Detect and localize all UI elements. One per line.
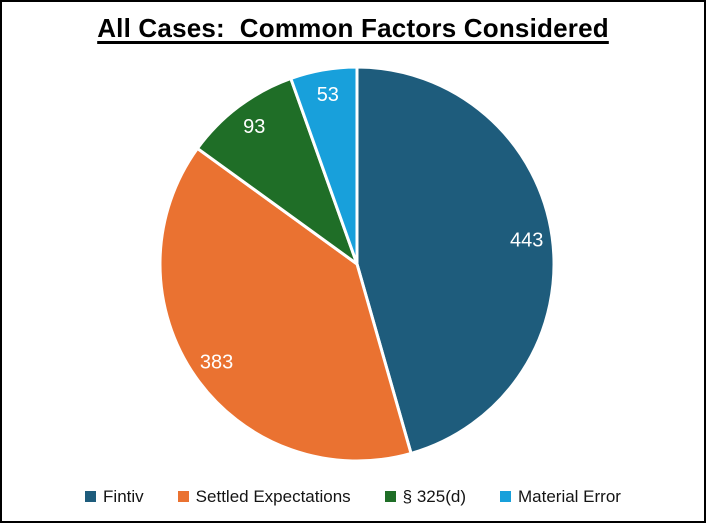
chart-title: All Cases: Common Factors Considered	[97, 13, 609, 43]
legend-label-325d: § 325(d)	[402, 487, 466, 506]
pie-value-label-fintiv: 443	[510, 229, 543, 251]
legend-label-settled-expectations: Settled Expectations	[195, 487, 351, 506]
legend-item-settled-expectations: Settled Expectations	[177, 487, 351, 506]
pie-value-label-material-error: 53	[317, 84, 339, 106]
pie-slice-settled-expectations	[158, 146, 413, 463]
legend-swatch-325d	[384, 491, 396, 502]
legend-item-325d: § 325(d)	[384, 487, 466, 506]
legend-swatch-settled-expectations	[177, 491, 189, 502]
legend-item-material-error: Material Error	[499, 487, 621, 506]
legend-swatch-fintiv	[85, 491, 97, 502]
legend: Fintiv Settled Expectations § 325(d) Mat…	[2, 488, 704, 505]
pie-slice-fintiv	[355, 65, 556, 455]
legend-label-material-error: Material Error	[517, 487, 621, 506]
legend-label-fintiv: Fintiv	[103, 487, 144, 506]
legend-swatch-material-error	[499, 491, 511, 502]
pie-slice-material-error	[289, 65, 359, 266]
legend-item-fintiv: Fintiv	[85, 488, 144, 505]
pie-slice-325-d	[195, 76, 359, 266]
pie-value-label-settled-expectations: 383	[200, 351, 233, 373]
pie-chart: 443 383 93 53	[158, 65, 556, 463]
pie-value-label-325-d: 93	[243, 116, 265, 138]
